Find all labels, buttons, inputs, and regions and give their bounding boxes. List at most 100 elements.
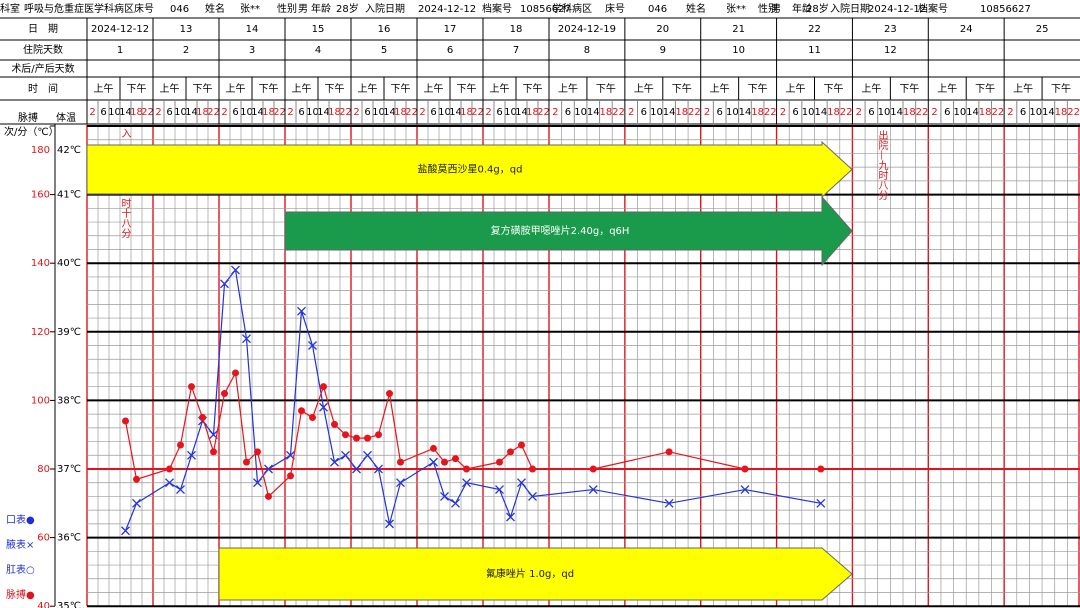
- hour: 22: [991, 107, 1004, 118]
- hour: 2: [419, 107, 425, 118]
- hour: 2: [89, 107, 95, 118]
- header-field: 28岁: [806, 2, 829, 15]
- date: 18: [510, 24, 523, 35]
- hour: 6: [944, 107, 950, 118]
- y-tick-label: 42℃: [57, 145, 81, 156]
- legend-entry: 肛表○: [6, 563, 35, 576]
- hour: 2: [704, 107, 710, 118]
- stay-day: 10: [732, 45, 745, 56]
- hour: 6: [100, 107, 106, 118]
- hour: 18: [394, 107, 407, 118]
- pulse-point: [232, 369, 239, 377]
- med-arrow: [218, 547, 853, 601]
- y2-tick-label: 40: [37, 601, 50, 608]
- legend-entry: 口表●: [6, 513, 35, 526]
- pulse-point: [452, 455, 459, 463]
- temp-point: [816, 498, 826, 508]
- med-label: 复方磺胺甲噁唑片2.40g，q6H: [491, 224, 630, 237]
- y-tick-label: 38℃: [57, 395, 81, 406]
- row-label: 脉搏: [18, 111, 38, 124]
- hour: 10: [650, 107, 663, 118]
- pulse-point: [331, 420, 338, 428]
- hour: 6: [565, 107, 571, 118]
- date: 16: [378, 24, 391, 35]
- hour: 14: [251, 107, 264, 118]
- pulse-point: [364, 434, 371, 442]
- y2-tick-label: 160: [31, 190, 50, 201]
- pm: 下午: [899, 82, 919, 95]
- temp-point: [495, 485, 504, 495]
- pulse-point: [243, 458, 250, 466]
- hour: 14: [814, 107, 827, 118]
- stay-day: 9: [660, 45, 666, 56]
- temp-point: [341, 450, 350, 460]
- pm: 下午: [259, 82, 279, 95]
- header-field: 呼吸与危重症医学科病区: [24, 2, 134, 15]
- hour: 6: [364, 107, 370, 118]
- hour: 22: [207, 107, 220, 118]
- header-field: 046: [648, 4, 667, 15]
- stay-day: 11: [808, 45, 821, 56]
- hour: 22: [537, 107, 550, 118]
- hour: 10: [438, 107, 451, 118]
- pulse-point: [199, 414, 206, 422]
- pulse-point: [122, 417, 129, 425]
- hour: 2: [353, 107, 359, 118]
- pm: 下午: [672, 82, 692, 95]
- stay-day: 6: [447, 45, 453, 56]
- pulse-point: [166, 465, 173, 473]
- temp-point: [253, 478, 262, 488]
- note: 入: [119, 128, 131, 138]
- date: 22: [808, 24, 821, 35]
- stay-day: 7: [513, 45, 519, 56]
- temp-point: [308, 341, 317, 350]
- hour: 14: [185, 107, 198, 118]
- hour: 18: [130, 107, 143, 118]
- am: 上午: [558, 82, 578, 95]
- header-field: 10856627: [520, 4, 571, 15]
- header-field: 档案号: [918, 2, 948, 15]
- pm: 下午: [391, 82, 411, 95]
- hour: 2: [552, 107, 558, 118]
- am: 上午: [710, 82, 730, 95]
- pulse-point: [298, 407, 305, 415]
- pulse-point: [430, 444, 437, 452]
- hour: 6: [166, 107, 172, 118]
- header-field: 046: [170, 4, 189, 15]
- pulse-point: [375, 431, 382, 439]
- pulse-point: [441, 458, 448, 466]
- temp-point: [176, 485, 185, 495]
- pulse-point: [221, 390, 228, 398]
- temp-point: [319, 402, 328, 412]
- pulse-point: [309, 414, 316, 422]
- hour: 10: [726, 107, 739, 118]
- hour: 22: [916, 107, 929, 118]
- y-tick-label: 41℃: [57, 190, 81, 201]
- header-field: 张**: [726, 3, 746, 15]
- date: 24: [960, 24, 973, 35]
- pm: 下午: [748, 82, 768, 95]
- hour: 22: [1067, 107, 1080, 118]
- hour: 18: [460, 107, 473, 118]
- pm: 下午: [823, 82, 843, 95]
- header-field: 男: [298, 3, 308, 15]
- am: 上午: [160, 82, 180, 95]
- hour: 14: [663, 107, 676, 118]
- hour: 2: [931, 107, 937, 118]
- hour: 22: [273, 107, 286, 118]
- hour: 6: [232, 107, 238, 118]
- temp-point: [429, 457, 438, 467]
- hour: 6: [496, 107, 502, 118]
- hour: 14: [966, 107, 979, 118]
- temp-point: [451, 498, 460, 508]
- am: 上午: [861, 82, 881, 95]
- temp-point: [664, 498, 674, 508]
- hour: 2: [221, 107, 227, 118]
- hour: 14: [1042, 107, 1055, 118]
- stay-day: 12: [884, 45, 897, 56]
- temp-point: [440, 491, 449, 501]
- hour: 6: [716, 107, 722, 118]
- y2-tick-label: 180: [31, 145, 50, 156]
- pulse-point: [589, 465, 597, 473]
